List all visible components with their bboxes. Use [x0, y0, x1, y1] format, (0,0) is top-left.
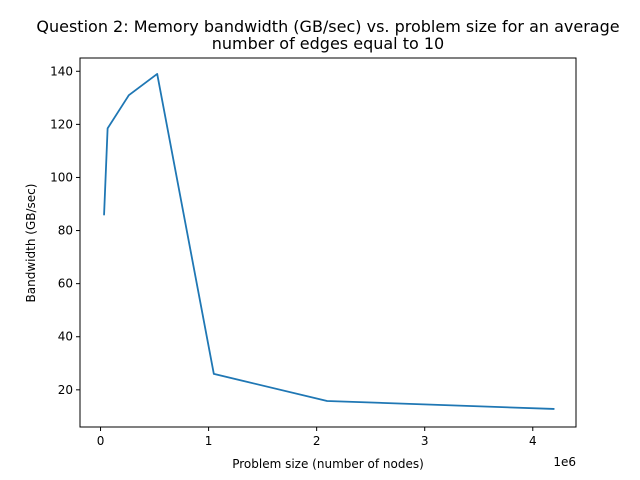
y-tick-label-0: 20: [58, 383, 73, 397]
y-tick-label-4: 100: [50, 170, 73, 184]
y-tick-label-2: 60: [58, 277, 73, 291]
plot-area: 0 1 2 3 4 20 40 60 80 100 120 140: [50, 57, 577, 448]
x-tick-label-4: 4: [529, 434, 537, 448]
x-tick-label-2: 2: [313, 434, 321, 448]
axes-frame: [79, 57, 577, 428]
y-tick-label-6: 140: [50, 64, 73, 78]
y-tick-label-5: 120: [50, 117, 73, 131]
y-axis-ticks: 20 40 60 80 100 120 140: [50, 64, 80, 397]
chart-title-line-1: Question 2: Memory bandwidth (GB/sec) vs…: [36, 17, 619, 36]
series-line-0: [103, 73, 555, 410]
x-axis-offset-text: 1e6: [553, 455, 576, 469]
chart-title-line-2: number of edges equal to 10: [212, 34, 444, 53]
x-tick-label-1: 1: [205, 434, 213, 448]
y-tick-label-1: 40: [58, 330, 73, 344]
series-group: [103, 73, 555, 410]
x-tick-label-3: 3: [421, 434, 429, 448]
x-axis-ticks: 0 1 2 3 4: [97, 427, 537, 448]
y-tick-label-3: 80: [58, 224, 73, 238]
x-tick-label-0: 0: [97, 434, 105, 448]
x-axis-label: Problem size (number of nodes): [232, 457, 424, 471]
y-axis-label: Bandwidth (GB/sec): [24, 184, 38, 303]
